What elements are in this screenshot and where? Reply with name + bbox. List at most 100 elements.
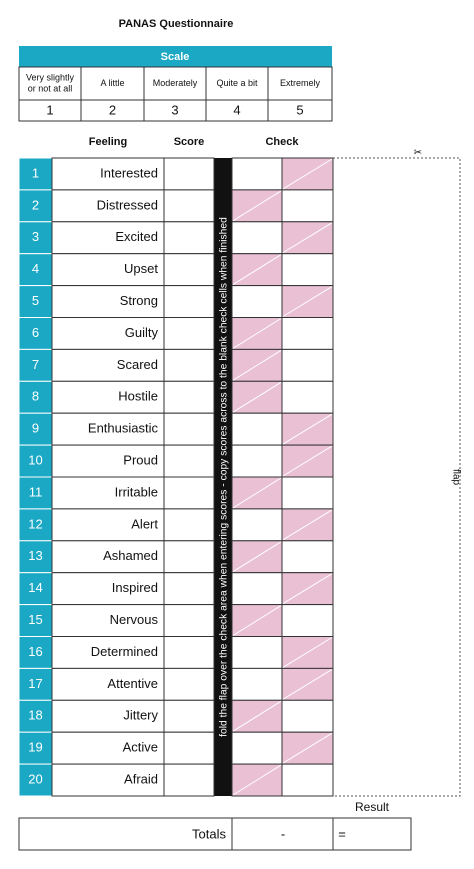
- check-cell: [231, 508, 283, 542]
- feeling: Determined: [91, 644, 158, 659]
- scale-label-cell: [267, 66, 333, 101]
- check-cell: [231, 731, 283, 765]
- check-cell: [231, 636, 283, 669]
- score-cell: [163, 699, 215, 733]
- column-header: Feeling: [89, 136, 128, 148]
- shade-diagonal: [282, 573, 333, 605]
- check-cell: [281, 763, 334, 797]
- feeling: Afraid: [124, 771, 158, 786]
- shade-diagonal: [282, 286, 333, 317]
- scale-number: 5: [296, 102, 303, 117]
- row-number-cell: [18, 189, 53, 223]
- feeling: Inspired: [112, 580, 158, 595]
- row-number-cell: [18, 317, 53, 350]
- row-number-cell: [18, 444, 53, 478]
- totals-label: Totals: [192, 826, 226, 841]
- shade-diagonal: [282, 158, 333, 190]
- feeling: Enthusiastic: [88, 421, 159, 436]
- row-number: 3: [32, 229, 39, 244]
- feeling-cell: [51, 699, 165, 733]
- check-cell: [281, 189, 334, 223]
- score-cell: [163, 189, 215, 223]
- row-number: 8: [32, 389, 39, 404]
- feeling-cell: [51, 380, 165, 414]
- shade-diagonal: [282, 222, 333, 254]
- feeling: Ashamed: [103, 548, 158, 563]
- row-number: 6: [32, 325, 39, 340]
- shade-diagonal: [282, 445, 333, 477]
- row-number: 13: [28, 548, 42, 563]
- score-cell: [163, 572, 215, 606]
- score-cell: [163, 253, 215, 287]
- check-cell: [281, 604, 334, 637]
- check-cell: [281, 380, 334, 414]
- row-number: 12: [28, 516, 42, 531]
- feeling-cell: [51, 476, 165, 510]
- scale-label-cell: [80, 66, 145, 101]
- row-number: 9: [32, 421, 39, 436]
- flap-label: flap: [450, 469, 461, 486]
- feeling-cell: [51, 763, 165, 797]
- row-number: 11: [29, 484, 43, 499]
- fold-strip: [214, 158, 232, 796]
- check-cell: [231, 285, 283, 319]
- check-cell: [231, 572, 283, 606]
- shade-diagonal: [282, 732, 333, 764]
- feeling: Alert: [131, 516, 158, 531]
- scale-label: A little: [100, 78, 124, 88]
- shade-diagonal: [282, 413, 333, 445]
- shade-diagonal: [232, 318, 282, 349]
- row-number-cell: [18, 412, 53, 446]
- row-number: 17: [28, 676, 42, 691]
- row-number-cell: [18, 285, 53, 319]
- shade-diagonal: [232, 541, 282, 573]
- feeling: Proud: [123, 452, 158, 467]
- shade-diagonal: [232, 381, 282, 413]
- check-cell: [231, 667, 283, 701]
- feeling-cell: [51, 412, 165, 446]
- score-cell: [163, 317, 215, 350]
- title: PANAS Questionnaire: [119, 18, 234, 30]
- check-cell: [231, 412, 283, 446]
- totals-equals: =: [338, 826, 346, 841]
- score-cell: [163, 667, 215, 701]
- row-number: 15: [28, 612, 42, 627]
- row-number: 1: [32, 165, 39, 180]
- check-cell: [281, 540, 334, 574]
- feeling-cell: [51, 636, 165, 669]
- row-number: 16: [28, 644, 42, 659]
- scale-label-cell: [143, 66, 207, 101]
- shade-diagonal: [232, 349, 282, 381]
- feeling: Distressed: [97, 197, 158, 212]
- column-header: Check: [265, 136, 299, 148]
- shade-diagonal: [282, 637, 333, 668]
- score-cell: [163, 380, 215, 414]
- row-number: 4: [32, 261, 39, 276]
- row-number: 20: [28, 771, 42, 786]
- feeling: Jittery: [123, 708, 158, 723]
- shade-diagonal: [232, 764, 282, 796]
- fold-note: fold the flap over the check area when e…: [219, 217, 230, 737]
- feeling-cell: [51, 667, 165, 701]
- result-label: Result: [355, 800, 390, 814]
- feeling-cell: [51, 348, 165, 382]
- scale-label: Very slightly: [26, 72, 75, 82]
- scale-label: or not at all: [28, 83, 73, 93]
- shade-diagonal: [282, 668, 333, 700]
- feeling: Guilty: [125, 325, 159, 340]
- feeling-cell: [51, 157, 165, 191]
- scale-number: 3: [171, 102, 178, 117]
- feeling-cell: [51, 317, 165, 350]
- score-cell: [163, 285, 215, 319]
- feeling-cell: [51, 572, 165, 606]
- score-cell: [163, 731, 215, 765]
- check-cell: [231, 157, 283, 191]
- totals-box: [18, 817, 412, 851]
- check-cell: [281, 476, 334, 510]
- feeling-cell: [51, 221, 165, 255]
- feeling: Hostile: [118, 389, 158, 404]
- shade-diagonal: [282, 509, 333, 541]
- check-cell: [281, 253, 334, 287]
- row-number: 5: [32, 293, 39, 308]
- score-cell: [163, 508, 215, 542]
